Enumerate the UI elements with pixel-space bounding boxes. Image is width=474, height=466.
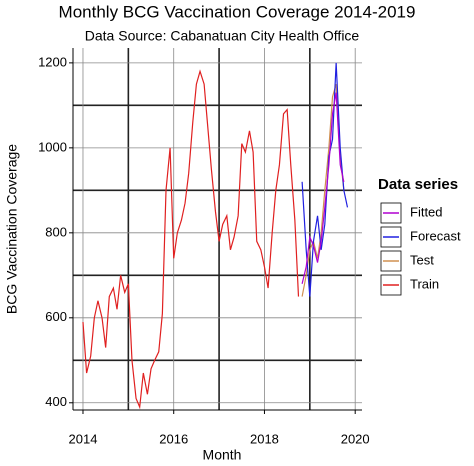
x-axis-label: Month [203, 447, 242, 463]
y-tick-label: 800 [45, 224, 67, 239]
x-tick-label: 2014 [69, 431, 98, 446]
legend-label: Fitted [410, 204, 443, 219]
x-tick-label: 2016 [159, 431, 188, 446]
y-tick-label: 400 [45, 394, 67, 409]
y-tick-label: 600 [45, 309, 67, 324]
x-tick-label: 2018 [250, 431, 279, 446]
data-line [301, 92, 345, 284]
legend-label: Test [410, 252, 434, 267]
y-axis-label: BCG Vaccination Coverage [4, 144, 20, 314]
legend-title: Data series [378, 176, 458, 193]
legend-label: Forecast [410, 228, 461, 243]
chart-title: Monthly BCG Vaccination Coverage 2014-20… [59, 2, 416, 21]
chart-subtitle: Data Source: Cabanatuan City Health Offi… [85, 28, 360, 44]
data-line [82, 69, 300, 410]
y-tick-label: 1000 [38, 139, 67, 154]
legend-label: Train [410, 276, 439, 291]
x-tick-label: 2020 [341, 431, 370, 446]
data-line [301, 62, 349, 297]
y-tick-label: 1200 [38, 54, 67, 69]
